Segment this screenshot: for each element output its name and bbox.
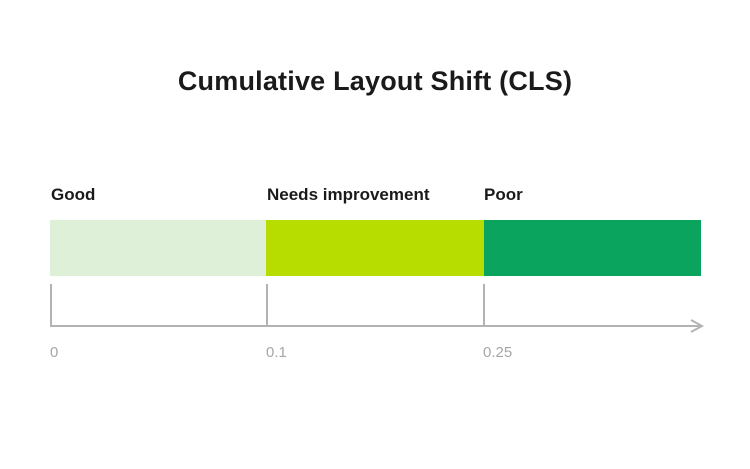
- tick-0-1: [266, 284, 268, 326]
- tick-0-25: [483, 284, 485, 326]
- label-needs-improvement: Needs improvement: [267, 185, 430, 204]
- chart-title: Cumulative Layout Shift (CLS): [177, 66, 573, 96]
- segment-good: [50, 220, 266, 276]
- tick-0: [50, 284, 52, 326]
- tick-label-0-25: 0.25: [483, 344, 513, 361]
- segment-poor: [484, 220, 701, 276]
- label-poor: Poor: [484, 185, 523, 204]
- axis-line: [50, 325, 700, 327]
- arrow-right-icon: [690, 319, 704, 333]
- tick-label-0: 0: [50, 344, 59, 361]
- label-good: Good: [51, 185, 96, 204]
- segment-needs-improvement: [266, 220, 484, 276]
- tick-label-0-1: 0.1: [266, 344, 287, 361]
